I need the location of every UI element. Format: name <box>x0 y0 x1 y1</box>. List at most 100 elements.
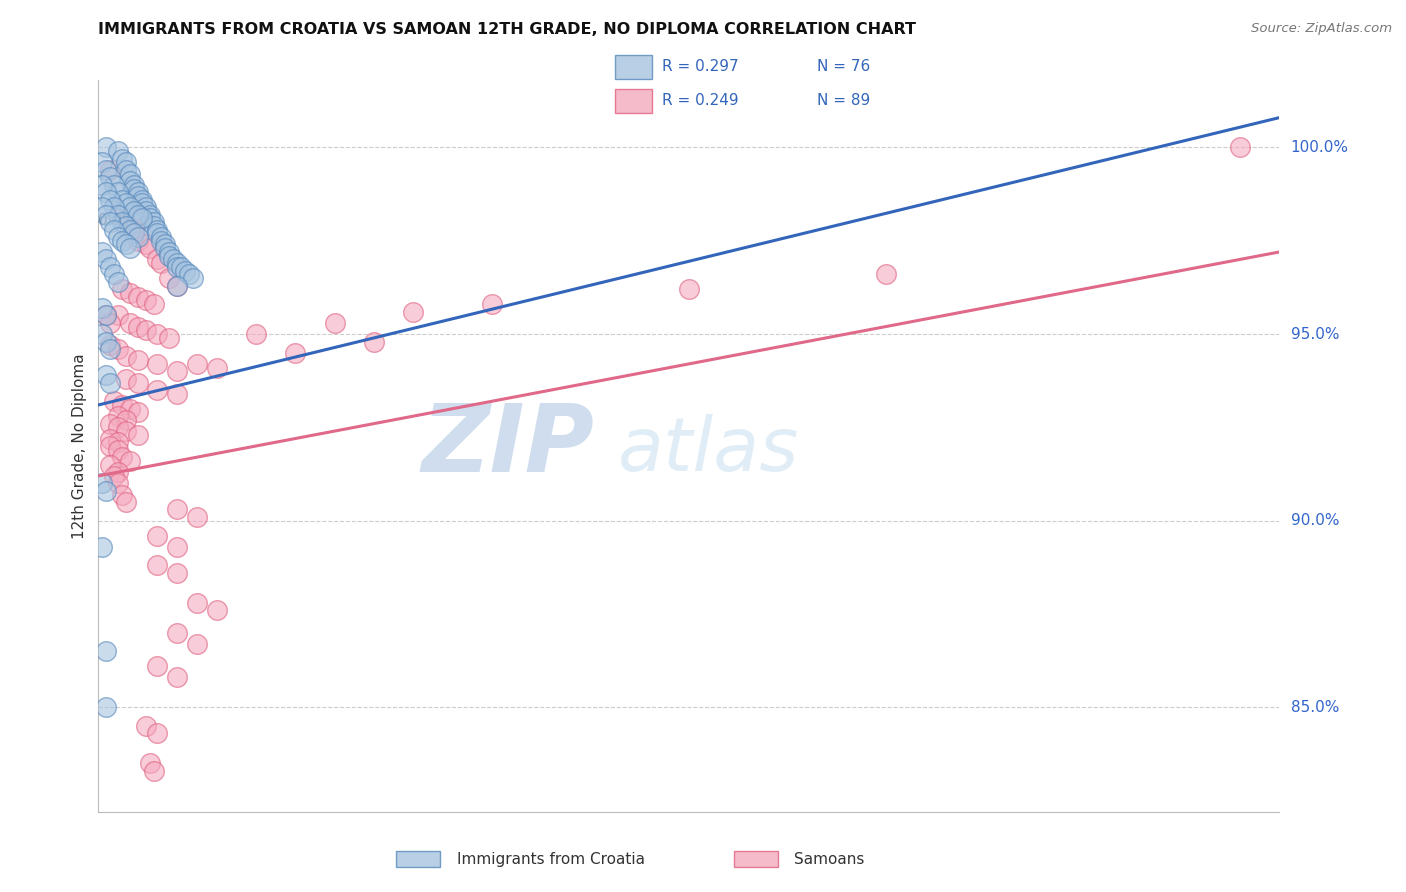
Point <box>166 364 188 378</box>
Point <box>96 208 118 222</box>
Point <box>107 186 129 200</box>
Point <box>177 268 200 282</box>
Text: 0.0%: 0.0% <box>98 212 138 227</box>
Point <box>115 162 138 177</box>
Point <box>103 200 125 214</box>
Point <box>91 301 114 315</box>
Point <box>115 237 138 252</box>
Point <box>91 244 114 259</box>
Point <box>166 540 188 554</box>
Point <box>111 487 134 501</box>
Point <box>96 700 118 714</box>
Point <box>157 271 180 285</box>
Point <box>122 178 145 192</box>
FancyBboxPatch shape <box>734 851 778 867</box>
Point <box>98 170 121 185</box>
Point <box>138 211 160 226</box>
Point <box>146 659 169 673</box>
Point <box>166 625 188 640</box>
Text: atlas: atlas <box>619 414 800 485</box>
Point <box>166 256 188 270</box>
Point <box>245 326 267 341</box>
Point <box>131 196 153 211</box>
Point <box>96 309 118 323</box>
Point <box>157 249 180 263</box>
Point <box>91 476 114 491</box>
Point <box>1229 140 1251 154</box>
Point <box>96 186 118 200</box>
Point <box>127 290 149 304</box>
Point <box>135 323 157 337</box>
Point <box>135 293 157 308</box>
Point <box>118 316 141 330</box>
Point <box>127 353 149 368</box>
Point <box>127 319 149 334</box>
Point <box>107 420 129 434</box>
Point <box>186 509 208 524</box>
Point <box>146 252 169 267</box>
Point <box>118 174 141 188</box>
Point <box>98 458 121 472</box>
Point <box>103 178 125 192</box>
Point <box>91 200 114 214</box>
Point <box>166 502 188 516</box>
Point <box>146 383 169 397</box>
Text: 90.0%: 90.0% <box>1291 513 1339 528</box>
Point <box>98 338 121 352</box>
Point <box>107 144 129 158</box>
Point <box>122 203 145 218</box>
Point <box>127 234 149 248</box>
Point <box>157 244 180 259</box>
Point <box>142 215 165 229</box>
Point <box>323 316 346 330</box>
Point <box>122 181 145 195</box>
Point <box>118 454 141 468</box>
Point <box>96 140 118 154</box>
Point <box>115 155 138 169</box>
Point <box>186 596 208 610</box>
Point <box>111 234 134 248</box>
Point <box>678 282 700 296</box>
Point <box>107 208 129 222</box>
Point <box>166 260 188 274</box>
Point <box>107 435 129 450</box>
Point <box>107 309 129 323</box>
FancyBboxPatch shape <box>614 89 652 113</box>
Point <box>127 186 149 200</box>
Point <box>142 297 165 311</box>
Point <box>142 764 165 778</box>
Point <box>146 726 169 740</box>
Point <box>135 237 157 252</box>
Point <box>363 334 385 349</box>
Point <box>402 304 425 318</box>
Text: Immigrants from Croatia: Immigrants from Croatia <box>457 853 645 867</box>
Point <box>146 528 169 542</box>
Point <box>118 167 141 181</box>
Point <box>131 211 153 226</box>
Point <box>107 409 129 424</box>
Point <box>115 495 138 509</box>
FancyBboxPatch shape <box>396 851 440 867</box>
Point <box>284 345 307 359</box>
Point <box>170 260 193 274</box>
Point <box>481 297 503 311</box>
Point <box>135 203 157 218</box>
Point <box>127 376 149 390</box>
Point <box>135 200 157 214</box>
Point <box>96 483 118 498</box>
Point <box>127 405 149 419</box>
Text: N = 76: N = 76 <box>817 59 870 74</box>
Point <box>107 230 129 244</box>
Point <box>146 326 169 341</box>
Point <box>98 432 121 446</box>
Point <box>138 208 160 222</box>
Point <box>142 219 165 233</box>
Point <box>155 237 177 252</box>
Point <box>162 252 184 267</box>
Point <box>146 558 169 573</box>
Point <box>107 465 129 479</box>
Point <box>181 271 204 285</box>
Text: R = 0.249: R = 0.249 <box>662 93 738 108</box>
Point <box>107 208 129 222</box>
Point <box>875 268 897 282</box>
